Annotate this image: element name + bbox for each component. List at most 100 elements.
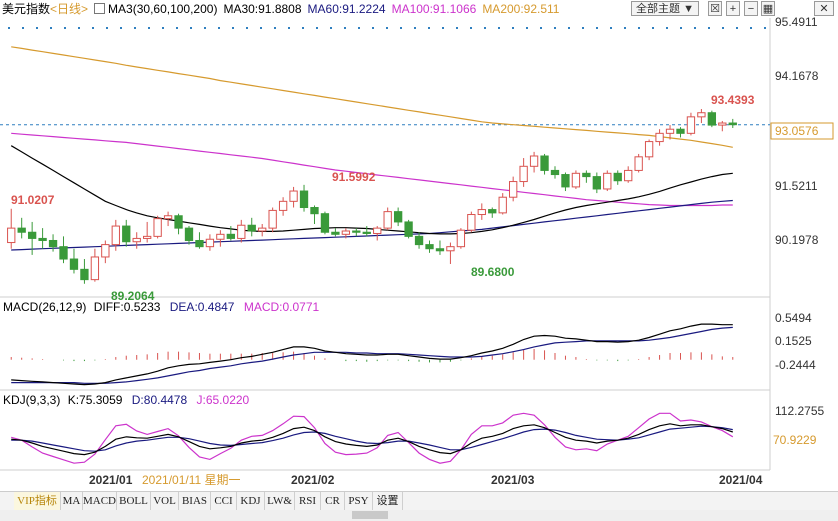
candle-up xyxy=(90,256,100,281)
scroll-thumb[interactable] xyxy=(352,511,388,519)
price-tick-label: 95.4911 xyxy=(775,15,818,29)
plus-icon[interactable]: + xyxy=(726,1,740,16)
candle-down xyxy=(582,172,591,178)
candle-down xyxy=(69,258,79,270)
candle-down xyxy=(38,237,47,241)
candle-down xyxy=(195,239,204,248)
tab-vol[interactable]: VOL xyxy=(151,492,179,510)
ma200-line xyxy=(11,46,733,148)
candle-down xyxy=(404,221,413,237)
dotted-marker xyxy=(750,27,752,29)
macd-tick-label: 0.5494 xyxy=(775,311,812,325)
dotted-marker xyxy=(176,27,178,29)
candle-down xyxy=(310,207,319,215)
tab-bias[interactable]: BIAS xyxy=(179,492,211,510)
candle-down xyxy=(707,112,717,126)
dotted-marker xyxy=(344,27,346,29)
candle-down xyxy=(17,227,26,233)
dotted-marker xyxy=(92,27,94,29)
candle-up xyxy=(644,141,654,158)
candle-up xyxy=(446,246,455,252)
ma60-line xyxy=(11,199,733,251)
dotted-marker xyxy=(666,27,668,29)
dotted-marker xyxy=(162,27,164,29)
j-line xyxy=(11,412,734,464)
price-tick-label: 94.1678 xyxy=(775,69,819,83)
minus-icon[interactable]: − xyxy=(744,1,758,16)
close-icon[interactable]: ✕ xyxy=(814,1,834,16)
candle-down xyxy=(393,211,403,223)
dotted-marker xyxy=(512,27,514,29)
date-label: 2021/04 xyxy=(719,473,763,487)
candle-down xyxy=(59,246,68,260)
candle-up xyxy=(268,209,277,229)
candle-up xyxy=(467,214,476,231)
tab-cr[interactable]: CR xyxy=(321,492,345,510)
candle-up xyxy=(153,218,162,237)
dotted-marker xyxy=(302,27,304,29)
price-chart[interactable]: 95.4911 94.1678 91.5211 90.1978 93.0576 … xyxy=(0,0,838,491)
macd-diff: DIFF:0.5233 xyxy=(94,300,161,314)
dotted-marker xyxy=(120,27,122,29)
tab-设置[interactable]: 设置 xyxy=(373,492,403,510)
current-price-label: 93.0576 xyxy=(775,124,819,138)
candle-down xyxy=(27,231,37,239)
period-label[interactable]: <日线> xyxy=(50,2,89,16)
dotted-marker xyxy=(722,27,724,29)
kdj-tick-label: 112.2755 xyxy=(775,404,824,418)
candle-down xyxy=(540,155,549,171)
candle-up xyxy=(686,116,696,134)
grid-icon[interactable]: ▦ xyxy=(761,1,775,16)
candle-down xyxy=(48,239,58,248)
macd-dea: DEA:0.4847 xyxy=(170,300,235,314)
high-annotation: 91.0207 xyxy=(11,193,55,207)
horizontal-scrollbar[interactable] xyxy=(0,510,838,521)
kdj-header: KDJ(9,3,3) K:75.3059 D:80.4478 J:65.0220 xyxy=(3,393,250,407)
candle-up xyxy=(697,112,706,118)
candle-up xyxy=(383,211,392,229)
tab-cci[interactable]: CCI xyxy=(211,492,237,510)
tab-macd[interactable]: MACD xyxy=(83,492,117,510)
candle-down xyxy=(592,176,601,190)
tab-ma[interactable]: MA xyxy=(61,492,83,510)
theme-dropdown[interactable]: 全部主题 ▼ xyxy=(631,1,699,16)
dotted-marker xyxy=(624,27,626,29)
ma-setting-checkbox-icon[interactable] xyxy=(94,3,106,14)
dotted-marker xyxy=(694,27,696,29)
tab-psy[interactable]: PSY xyxy=(345,492,373,510)
candle-up xyxy=(111,225,120,246)
candle-up xyxy=(216,233,225,240)
tab-kdj[interactable]: KDJ xyxy=(237,492,265,510)
dotted-marker xyxy=(484,27,486,29)
dotted-marker xyxy=(680,27,682,29)
dotted-marker xyxy=(106,27,108,29)
candle-up xyxy=(278,200,288,211)
kdj-d: D:80.4478 xyxy=(132,393,188,407)
tab-vip[interactable]: VIP指标 xyxy=(14,492,61,510)
candle-down xyxy=(80,268,89,281)
candle-down xyxy=(561,174,570,188)
candle-down xyxy=(613,172,622,182)
dotted-marker xyxy=(708,27,710,29)
kdj-current-box xyxy=(771,432,825,448)
date-label: 2021/02 xyxy=(291,473,335,487)
candle-down xyxy=(414,235,424,246)
candle-up xyxy=(509,181,518,198)
candle-down xyxy=(676,128,685,134)
dotted-marker xyxy=(316,27,318,29)
dotted-marker xyxy=(540,27,542,29)
tab-rsi[interactable]: RSI xyxy=(295,492,321,510)
theme-dropdown-label: 全部主题 xyxy=(636,3,681,15)
ma200-value: MA200:92.511 xyxy=(482,2,560,16)
tab-lw&[interactable]: LW& xyxy=(265,492,295,510)
dotted-marker xyxy=(568,27,570,29)
kdj-tick-label: 70.9229 xyxy=(773,433,817,447)
dotted-marker xyxy=(330,27,332,29)
candle-up xyxy=(373,227,382,234)
dotted-marker xyxy=(372,27,374,29)
dotted-marker xyxy=(148,27,150,29)
dotted-marker xyxy=(596,27,598,29)
tab-boll[interactable]: BOLL xyxy=(117,492,151,510)
checkbox-icon[interactable]: ☒ xyxy=(708,1,722,16)
dotted-marker xyxy=(232,27,234,29)
